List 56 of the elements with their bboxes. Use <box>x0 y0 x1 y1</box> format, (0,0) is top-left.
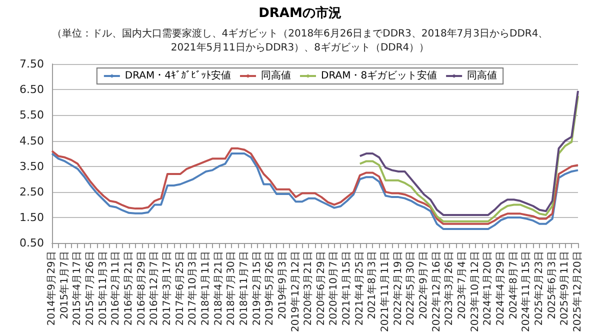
x-tick-label: 2022年5月30日 <box>404 251 417 326</box>
x-tick-label: 2024年1月20日 <box>482 251 494 326</box>
x-tick-label: 2020年6月29日 <box>314 251 327 326</box>
x-tick-label: 2024年4月29日 <box>494 251 507 326</box>
x-tick-label: 2019年9月3日 <box>276 251 288 320</box>
x-tick-label: 2021年1月15日 <box>340 251 353 326</box>
x-tick-label: 2022年12月16日 <box>430 251 442 332</box>
x-tick-label: 2017年3月17日 <box>160 251 173 326</box>
x-tick-label: 2025年9月11日 <box>558 251 571 326</box>
x-tick-label: 2022年9月7日 <box>418 251 430 320</box>
y-tick-label: 5.50 <box>20 108 44 122</box>
x-tick-label: 2015年11月3日 <box>96 251 109 326</box>
x-tick-label: 2015年7月26日 <box>84 251 96 326</box>
x-tick-label: 2018年7月30日 <box>225 251 238 326</box>
x-tick-label: 2021年4月25日 <box>353 251 366 326</box>
x-tick-label: 2020年10月7日 <box>328 251 340 326</box>
x-tick-label: 2016年12月7日 <box>148 251 160 326</box>
chart-title: DRAMの市況 <box>258 5 342 21</box>
x-tick-label: 2024年11月15日 <box>520 251 532 332</box>
y-tick-label: 2.50 <box>20 185 44 198</box>
x-tick-label: 2023年7月4日 <box>456 251 468 320</box>
x-tick-label: 2019年5月26日 <box>264 251 276 326</box>
y-tick-label: 3.50 <box>20 160 44 173</box>
x-tick-label: 2016年2月11日 <box>110 251 122 326</box>
x-tick-label: 2017年10月3日 <box>186 251 199 326</box>
chart-subtitle: （単位：ドル、国内大口需要家渡し、4ギガビット（2018年6月26日までDDR3、2018年7月3日からDDR4、 2021年5月11日からDDR3）、8ギガビット（DDR4）） <box>52 28 548 54</box>
x-tick-label: 2017年6月25日 <box>174 251 186 326</box>
y-tick-label: 7.50 <box>20 58 44 70</box>
x-tick-label: 2025年2月23日 <box>533 251 546 326</box>
y-tick-label: 6.50 <box>20 83 44 96</box>
x-tick-label: 2015年4月17日 <box>71 251 84 326</box>
x-tick-label: 2018年11月7日 <box>238 251 250 326</box>
legend-label: 同高値 <box>467 70 498 82</box>
x-tick-label: 2018年1月11日 <box>199 251 212 326</box>
x-tick-label: 2019年12月12日 <box>289 251 302 332</box>
x-tick-label: 2025年12月20日 <box>572 251 584 332</box>
x-tick-label: 2024年8月7日 <box>507 251 520 320</box>
x-tick-label: 2023年10月12日 <box>468 251 481 332</box>
y-tick-label: 1.50 <box>20 211 44 224</box>
x-tick-label: 2018年4月21日 <box>212 251 224 326</box>
x-tick-label: 2015年1月7日 <box>58 251 70 320</box>
y-tick-label: 0.50 <box>20 236 44 250</box>
x-tick-label: 2019年2月15日 <box>250 251 263 326</box>
y-tick-label: 4.50 <box>20 134 44 148</box>
x-tick-label: 2014年9月29日 <box>46 251 58 326</box>
legend-label: DRAM・8ギガビット安値 <box>321 70 438 82</box>
x-tick-label: 2022年2月19日 <box>392 251 404 326</box>
x-tick-label: 2023年3月26日 <box>443 251 456 326</box>
x-tick-label: 2016年5月21日 <box>122 251 134 326</box>
x-tick-label: 2016年8月29日 <box>135 251 148 326</box>
legend-label: DRAM・4ｷﾞｶﾞﾋﾞｯﾄ安値 <box>124 70 232 82</box>
x-tick-label: 2025年6月3日 <box>546 251 558 320</box>
legend-label: 同高値 <box>261 70 291 82</box>
x-tick-label: 2021年11月11日 <box>379 251 392 332</box>
x-tick-label: 2021年8月3日 <box>366 251 378 320</box>
x-tick-label: 2020年3月21日 <box>302 251 314 326</box>
